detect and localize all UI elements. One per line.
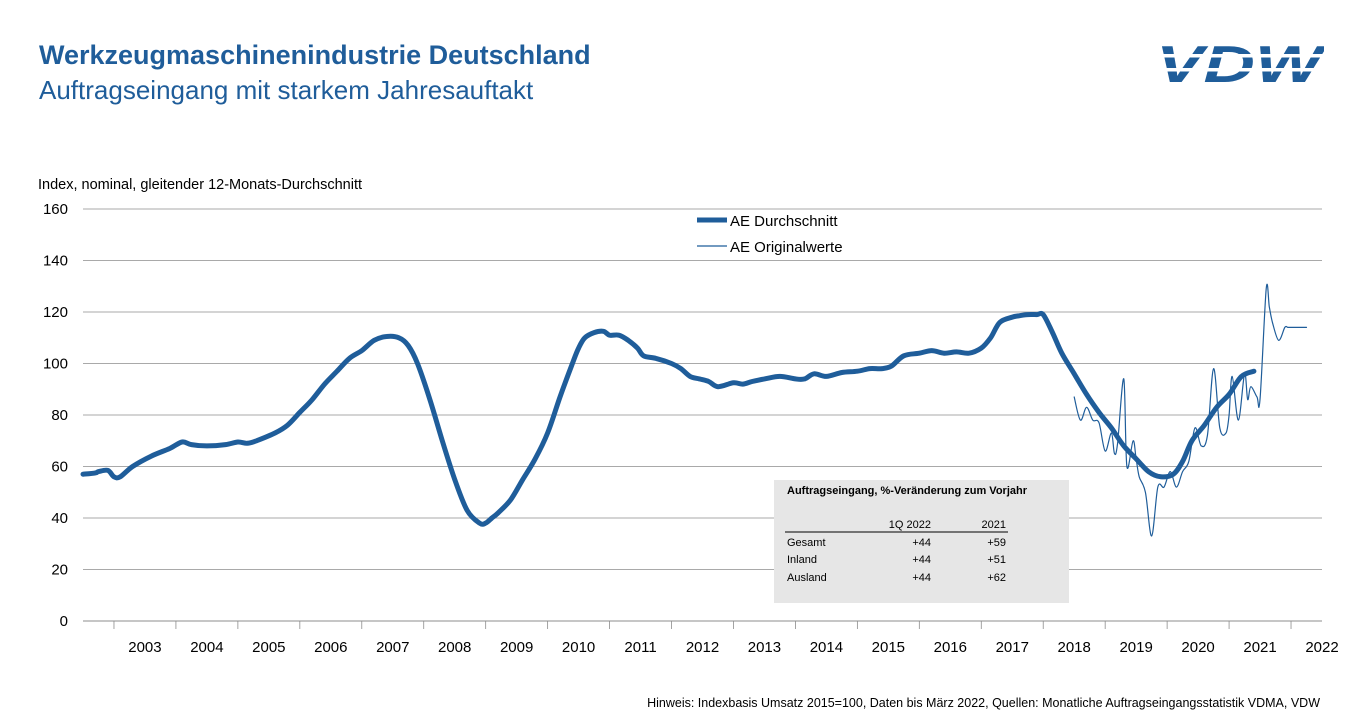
x-tick-label: 2021 [1243, 639, 1276, 656]
legend-label-originalwerte: AE Originalwerte [730, 239, 843, 256]
x-tick-labels: 2003 2004 2005 2006 2007 2008 2009 2010 2011 2012… [113, 621, 1339, 656]
x-tick-label: 2014 [810, 639, 843, 656]
y-tick-label: 100 [43, 356, 68, 373]
y-axis-label: Index, nominal, gleitender 12-Monats-Dur… [38, 177, 362, 193]
x-tick-label: 2020 [1181, 639, 1214, 656]
y-tick-label: 0 [60, 613, 68, 630]
table-cell-ausland-1q2022: +44 [912, 572, 931, 584]
y-tick-label: 140 [43, 253, 68, 270]
table-row-label-inland: Inland [787, 554, 817, 566]
x-tick-label: 2017 [996, 639, 1029, 656]
page-title: Werkzeugmaschinenindustrie Deutschland [39, 40, 591, 70]
page-subtitle: Auftragseingang mit starkem Jahresauftak… [39, 75, 534, 105]
grid-lines [83, 208, 1322, 622]
x-tick-label: 2011 [624, 639, 656, 656]
table-row-label-ausland: Ausland [787, 572, 827, 584]
table-cell-gesamt-1q2022: +44 [912, 537, 931, 549]
footnote: Hinweis: Indexbasis Umsatz 2015=100, Dat… [647, 696, 1320, 710]
table-row-label-gesamt: Gesamt [787, 537, 826, 549]
x-tick-label: 2009 [500, 639, 533, 656]
y-tick-label: 120 [43, 304, 68, 321]
series-line-ae-originalwerte [1073, 283, 1308, 537]
summary-table-background [774, 480, 1069, 603]
vdw-logo: VDW [1156, 38, 1324, 86]
table-cell-gesamt-2021: +59 [987, 537, 1006, 549]
summary-table: Auftragseingang, %-Veränderung zum Vorja… [774, 480, 1069, 603]
legend-label-durchschnitt: AE Durchschnitt [730, 213, 838, 230]
x-tick-label: 2015 [872, 639, 905, 656]
x-tick-label: 2006 [314, 639, 347, 656]
x-tick-label: 2005 [252, 639, 285, 656]
y-tick-label: 80 [51, 407, 68, 424]
y-tick-label: 60 [51, 459, 68, 476]
table-cell-ausland-2021: +62 [987, 572, 1006, 584]
x-tick-label: 2010 [562, 639, 595, 656]
series-line-ae-durchschnitt [80, 310, 1257, 527]
y-tick-label: 20 [51, 562, 68, 579]
table-cell-inland-1q2022: +44 [912, 554, 931, 566]
y-tick-labels: 0 20 40 60 80 100 120 140 160 [43, 201, 68, 630]
x-tick-label: 2013 [748, 639, 781, 656]
x-tick-label: 2022 [1305, 639, 1338, 656]
y-tick-label: 160 [43, 201, 68, 218]
series-layer [80, 283, 1308, 537]
summary-table-title: Auftragseingang, %-Veränderung zum Vorja… [787, 485, 1028, 497]
x-tick-label: 2007 [376, 639, 409, 656]
legend: AE Durchschnitt AE Originalwerte [697, 213, 843, 256]
x-tick-label: 2004 [190, 639, 223, 656]
x-tick-label: 2019 [1119, 639, 1152, 656]
x-tick-label: 2012 [686, 639, 719, 656]
table-cell-inland-2021: +51 [987, 554, 1006, 566]
x-tick-label: 2003 [128, 639, 161, 656]
x-tick-label: 2008 [438, 639, 471, 656]
x-tick-label: 2016 [934, 639, 967, 656]
table-col-header-2021: 2021 [982, 519, 1006, 531]
x-tick-label: 2018 [1058, 639, 1091, 656]
y-tick-label: 40 [51, 510, 68, 527]
table-col-header-1q2022: 1Q 2022 [889, 519, 931, 531]
